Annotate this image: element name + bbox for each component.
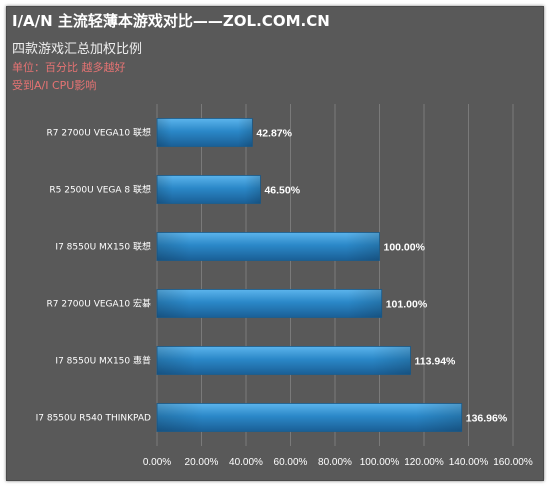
value-label: 113.94% bbox=[415, 356, 457, 368]
x-tick-label: 40.00% bbox=[229, 457, 263, 468]
x-tick-label: 80.00% bbox=[318, 457, 352, 468]
value-label: 136.96% bbox=[466, 413, 508, 425]
category-label: I7 8550U R540 THINKPAD bbox=[36, 414, 151, 424]
bar-shade bbox=[157, 289, 382, 318]
category-label: I7 8550U MX150 惠普 bbox=[55, 355, 151, 367]
bar-shade bbox=[157, 346, 411, 375]
chart-title: I/A/N 主流轻薄本游戏对比——ZOL.COM.CN bbox=[12, 12, 330, 30]
x-tick-label: 100.00% bbox=[360, 457, 400, 468]
value-label: 42.87% bbox=[256, 128, 292, 140]
bar-shade bbox=[157, 232, 380, 261]
category-label: R5 2500U VEGA 8 联想 bbox=[49, 184, 151, 196]
bar-shade bbox=[157, 118, 253, 147]
x-tick-label: 120.00% bbox=[404, 457, 444, 468]
category-label: R7 2700U VEGA10 联想 bbox=[47, 127, 151, 139]
chart-subtitle: 四款游戏汇总加权比例 bbox=[12, 42, 143, 57]
value-label: 46.50% bbox=[264, 185, 300, 197]
unit-note: 单位：百分比 越多越好 bbox=[12, 61, 126, 74]
value-label: 101.00% bbox=[386, 299, 428, 311]
cpu-note: 受到A/I CPU影响 bbox=[12, 79, 97, 92]
x-tick-label: 0.00% bbox=[143, 457, 171, 468]
category-label: R7 2700U VEGA10 宏碁 bbox=[47, 298, 151, 310]
x-tick-label: 160.00% bbox=[493, 457, 533, 468]
x-tick-label: 20.00% bbox=[185, 457, 219, 468]
category-label: I7 8550U MX150 联想 bbox=[55, 241, 151, 253]
x-tick-label: 60.00% bbox=[274, 457, 308, 468]
bar-shade bbox=[157, 175, 261, 204]
value-label: 100.00% bbox=[384, 242, 426, 254]
x-tick-label: 140.00% bbox=[449, 457, 489, 468]
bar-shade bbox=[157, 403, 462, 432]
